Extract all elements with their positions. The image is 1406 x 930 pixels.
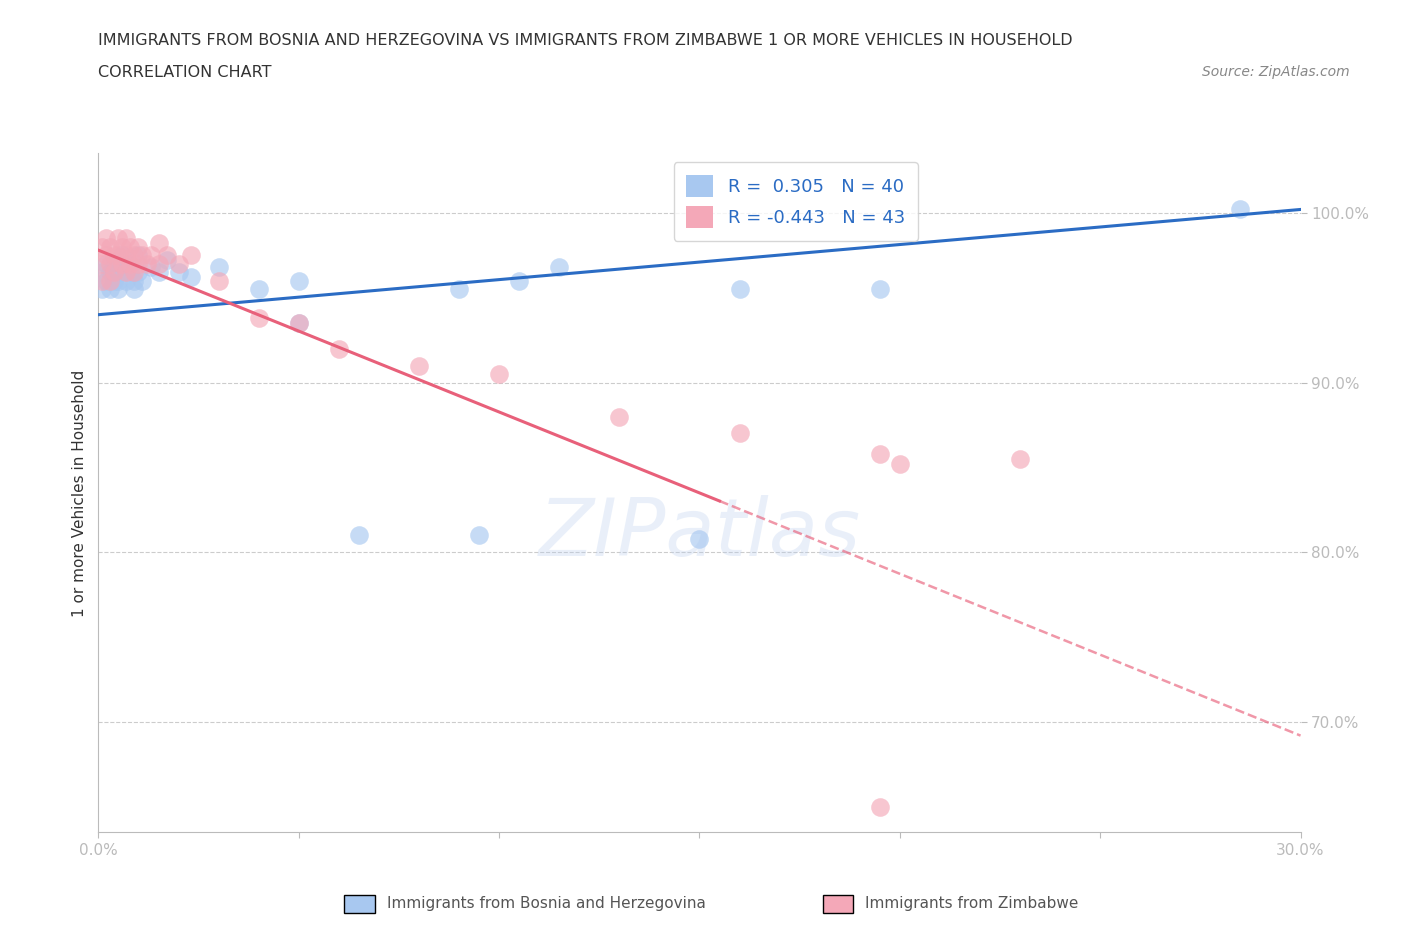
Point: [131, 248, 153, 263]
Point: [100, 282, 122, 297]
Point: [889, 457, 911, 472]
Point: [103, 265, 125, 280]
Point: [96, 273, 118, 288]
Point: [128, 265, 150, 280]
Point: [111, 265, 134, 280]
Point: [1229, 202, 1251, 217]
Point: [103, 273, 125, 288]
Point: [869, 800, 891, 815]
Y-axis label: 1 or more Vehicles in Household: 1 or more Vehicles in Household: [72, 369, 87, 617]
Text: Source: ZipAtlas.com: Source: ZipAtlas.com: [1202, 65, 1350, 79]
Point: [148, 265, 170, 280]
Point: [180, 270, 202, 285]
Point: [111, 257, 134, 272]
Point: [103, 257, 125, 272]
Point: [508, 273, 530, 288]
Point: [288, 273, 311, 288]
Point: [107, 265, 129, 280]
Point: [1010, 452, 1032, 467]
Point: [103, 248, 125, 263]
Point: [131, 273, 153, 288]
Text: CORRELATION CHART: CORRELATION CHART: [98, 65, 271, 80]
Point: [167, 265, 190, 280]
Point: [115, 265, 138, 280]
Point: [728, 282, 751, 297]
Point: [208, 273, 231, 288]
Point: [100, 273, 122, 288]
Point: [96, 257, 118, 272]
Legend: R =  0.305   N = 40, R = -0.443   N = 43: R = 0.305 N = 40, R = -0.443 N = 43: [673, 163, 918, 241]
Text: Immigrants from Zimbabwe: Immigrants from Zimbabwe: [865, 897, 1078, 911]
Point: [124, 282, 146, 297]
Point: [96, 231, 118, 246]
Point: [107, 282, 129, 297]
Point: [247, 311, 270, 325]
Point: [688, 531, 710, 546]
Point: [100, 265, 122, 280]
Point: [100, 257, 122, 272]
Point: [869, 282, 891, 297]
Point: [128, 248, 150, 263]
Point: [155, 248, 177, 263]
Point: [288, 315, 311, 330]
Point: [167, 257, 190, 272]
Point: [347, 528, 370, 543]
Point: [728, 426, 751, 441]
Text: Immigrants from Bosnia and Herzegovina: Immigrants from Bosnia and Herzegovina: [387, 897, 706, 911]
Point: [208, 259, 231, 274]
Point: [120, 239, 142, 254]
Point: [609, 409, 631, 424]
Point: [124, 273, 146, 288]
Point: [107, 231, 129, 246]
Point: [124, 248, 146, 263]
Point: [91, 265, 114, 280]
Point: [100, 239, 122, 254]
Point: [128, 239, 150, 254]
Point: [96, 248, 118, 263]
Point: [91, 257, 114, 272]
Point: [91, 273, 114, 288]
Point: [247, 282, 270, 297]
Point: [91, 282, 114, 297]
Point: [124, 265, 146, 280]
Point: [115, 248, 138, 263]
Point: [468, 528, 491, 543]
Point: [447, 282, 470, 297]
Point: [120, 257, 142, 272]
Text: IMMIGRANTS FROM BOSNIA AND HERZEGOVINA VS IMMIGRANTS FROM ZIMBABWE 1 OR MORE VEH: IMMIGRANTS FROM BOSNIA AND HERZEGOVINA V…: [98, 33, 1073, 47]
Point: [139, 259, 162, 274]
Point: [180, 248, 202, 263]
Point: [111, 239, 134, 254]
Point: [91, 239, 114, 254]
Point: [288, 315, 311, 330]
Point: [120, 265, 142, 280]
Point: [115, 231, 138, 246]
Point: [408, 358, 430, 373]
Point: [135, 257, 157, 272]
Point: [120, 257, 142, 272]
Point: [115, 273, 138, 288]
Point: [115, 257, 138, 272]
Point: [488, 366, 510, 381]
Point: [328, 341, 350, 356]
Point: [139, 248, 162, 263]
Point: [148, 236, 170, 251]
Point: [869, 446, 891, 461]
Point: [111, 248, 134, 263]
Point: [128, 257, 150, 272]
Point: [107, 248, 129, 263]
Point: [548, 259, 571, 274]
Point: [107, 273, 129, 288]
Point: [148, 257, 170, 272]
Point: [155, 253, 177, 268]
Text: ZIPatlas: ZIPatlas: [538, 495, 860, 573]
